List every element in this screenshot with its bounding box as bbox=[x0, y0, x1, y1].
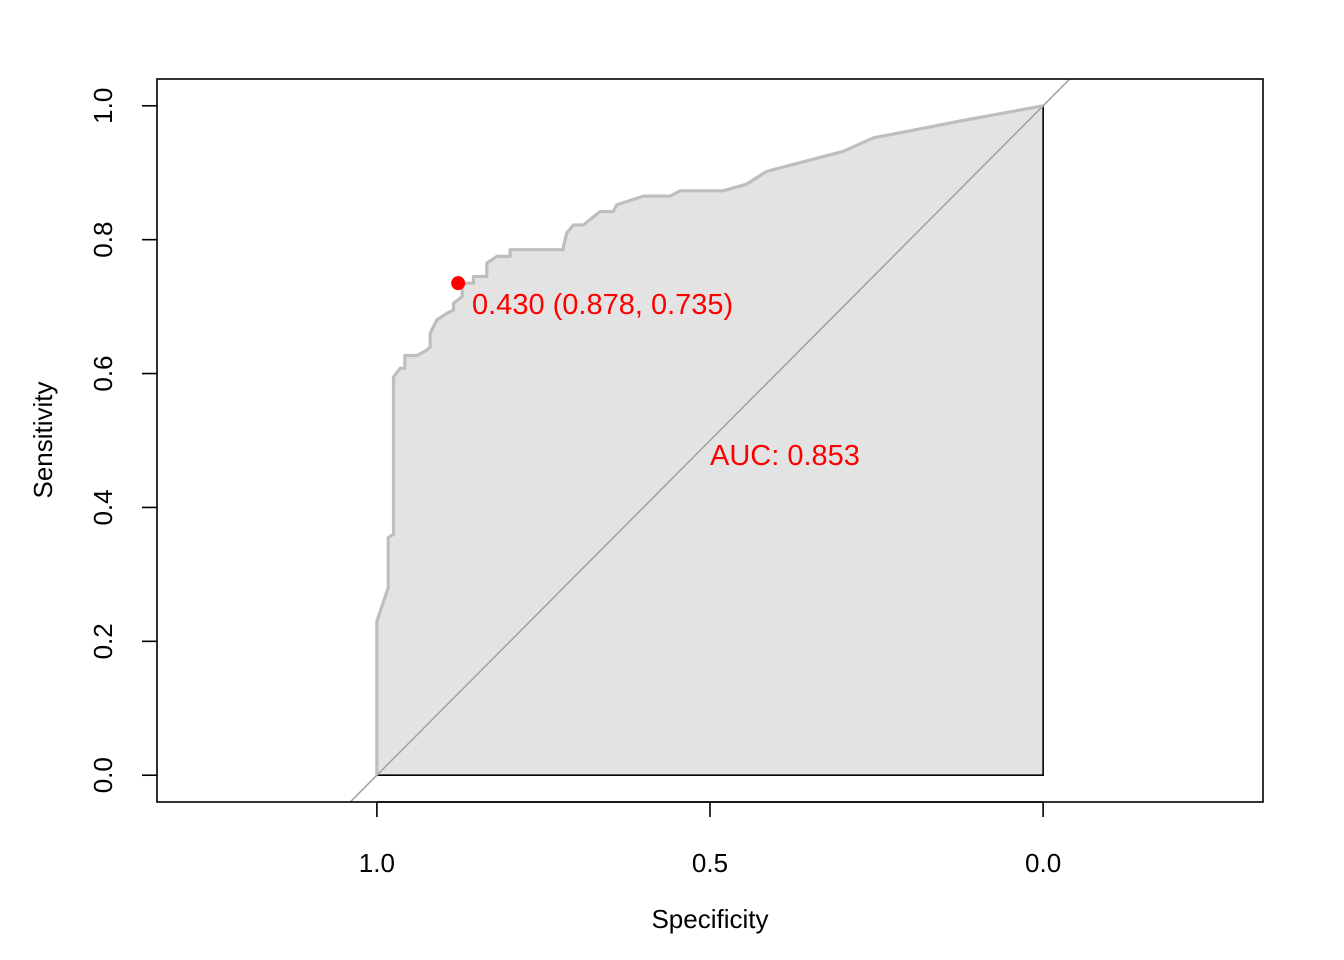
x-tick-label: 0.0 bbox=[1025, 848, 1061, 878]
y-tick-label: 0.6 bbox=[88, 355, 118, 391]
y-tick-label: 0.0 bbox=[88, 757, 118, 793]
x-tick-label: 1.0 bbox=[359, 848, 395, 878]
best-threshold-point bbox=[451, 276, 466, 291]
best-point-layer bbox=[451, 276, 466, 291]
y-tick-label: 1.0 bbox=[88, 88, 118, 124]
auc-annotation: AUC: 0.853 bbox=[710, 440, 860, 472]
y-tick-label: 0.8 bbox=[88, 222, 118, 258]
x-axis-label: Specificity bbox=[651, 904, 768, 934]
y-tick-label: 0.2 bbox=[88, 623, 118, 659]
reference-diagonal bbox=[349, 79, 1071, 802]
y-tick-label: 0.4 bbox=[88, 489, 118, 525]
threshold-annotation: 0.430 (0.878, 0.735) bbox=[472, 289, 733, 321]
x-axis: 1.0 0.5 0.0 bbox=[359, 801, 1061, 878]
roc-curve bbox=[375, 104, 1044, 776]
roc-curve-layer bbox=[375, 104, 1044, 776]
y-axis: 0.0 0.2 0.4 0.6 0.8 1.0 bbox=[88, 88, 157, 793]
y-axis-label: Sensitivity bbox=[28, 381, 58, 498]
reference-line bbox=[349, 79, 1071, 802]
auc-area-border bbox=[376, 105, 1044, 777]
x-tick-label: 0.5 bbox=[692, 848, 728, 878]
